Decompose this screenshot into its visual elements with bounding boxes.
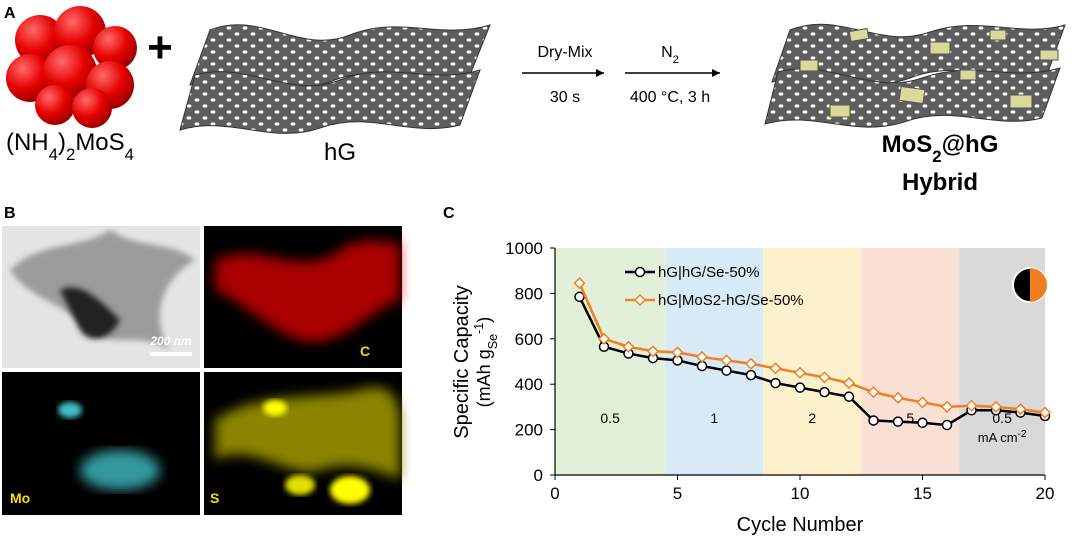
x-tick-label: 15 [913,484,932,503]
rate-region [763,248,862,475]
circle-marker [941,419,953,431]
graphene-label: hG [324,139,356,166]
diamond-marker [695,350,709,364]
rate-unit-exp: -2 [1018,429,1027,440]
circle-marker [745,369,757,381]
y-tick-label: 0 [534,466,543,485]
molybdenum-map [2,372,200,515]
y-tick-label: 1000 [505,239,543,258]
legend-label: hG|MoS2-hG/Se-50% [658,292,804,309]
tem-image [2,226,200,368]
pie-icon [1012,267,1048,303]
rate-label: 2 [808,410,816,426]
circle-marker [843,391,855,402]
diamond-marker [769,362,782,375]
map-label: Mo [10,490,30,506]
y-tick-label: 200 [515,421,543,440]
diamond-marker [671,346,684,359]
diamond-marker [818,371,831,384]
diamond-marker [1014,403,1027,416]
x-tick-label: 0 [550,484,559,503]
diamond-marker [867,386,880,399]
diamond-marker [842,377,856,390]
rate-label: 1 [710,410,718,426]
map-label: S [210,490,219,506]
circle-marker [770,377,781,389]
diamond-marker [744,357,758,370]
diamond-marker [916,396,929,409]
x-tick-label: 20 [1036,484,1055,503]
diamond-marker [622,340,635,353]
step-label: N2 [661,44,679,66]
step-label: 30 s [550,89,580,106]
y-tick-label: 600 [515,330,543,349]
diamond-marker [633,293,647,307]
map-label: C [360,343,370,359]
panel-label: A [4,5,16,22]
carbon-map [204,226,402,368]
diamond-marker [597,332,611,345]
scale-bar: 200 nm [149,334,192,348]
rate-label: 5 [906,410,914,426]
arrowhead [596,69,604,77]
circle-marker [819,386,830,398]
panel-label: C [443,205,455,222]
diamond-marker [573,277,586,290]
circle-marker [868,415,879,426]
legend-label: hG|hG/Se-50% [658,264,759,281]
product-label: Hybrid [902,169,978,196]
rate-unit: mA cm-2 [978,429,1027,446]
circle-marker [574,291,585,303]
circle-marker [917,417,928,429]
product-label: MoS2@hG [882,131,999,166]
hybrid-sheets [764,23,1066,128]
y-tick-label: 400 [515,375,543,394]
y-axis-title: Specific Capacity [451,285,473,438]
diamond-marker [793,366,807,379]
x-tick-label: 5 [673,484,682,503]
circle-marker [892,416,904,427]
diamond-marker [1038,406,1052,419]
rate-region [555,248,666,475]
x-tick-label: 10 [791,484,810,503]
diamond-marker [646,345,660,358]
y-tick-label: 800 [515,284,543,303]
y-axis-unit: (mAh gSe-1) [472,317,500,408]
diamond-marker [965,399,978,412]
spheres [6,6,137,128]
x-axis-title: Cycle Number [737,514,864,536]
panel-label: B [4,205,16,222]
circle-marker [721,365,732,376]
step-label: Dry-Mix [537,44,592,61]
diamond-marker [989,400,1003,413]
precursor: (NH4)2MoS4 [6,129,134,164]
arrowhead [712,69,720,77]
plus: + [147,23,173,72]
diamond-marker [720,354,733,367]
diamond-marker [891,391,905,404]
sulfur-map [204,372,402,515]
step-label: 400 °C, 3 h [630,89,710,106]
diamond-marker [940,400,954,413]
rate-region [861,248,960,475]
circle-marker [794,382,806,393]
rate-unit-text: mA cm [978,430,1018,445]
graphene-sheets [179,24,491,134]
rate-label: 0.5 [600,410,620,426]
circle-marker [634,266,646,278]
